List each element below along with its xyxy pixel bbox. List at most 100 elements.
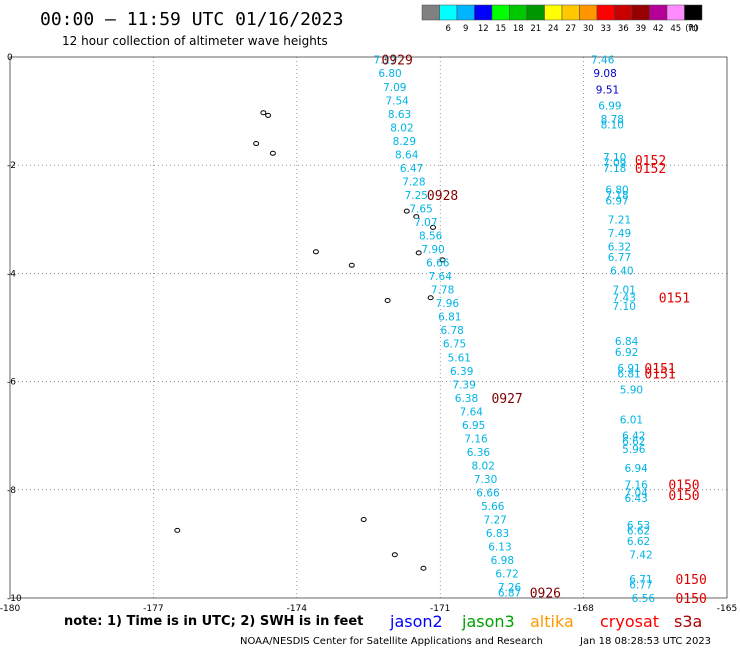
wave-height-label: 7.07 <box>414 217 437 229</box>
wave-height-label: 6.62 <box>627 536 650 548</box>
satellite-name: altika <box>530 612 574 631</box>
island-outline <box>413 214 420 220</box>
legend-swatch <box>491 4 510 21</box>
wave-height-label: 6.66 <box>426 258 450 270</box>
wave-height-label: 6.87 <box>498 588 521 600</box>
wave-height-label: 7.49 <box>608 228 631 240</box>
wave-height-label: 6.66 <box>476 488 500 500</box>
y-tick-label: -6 <box>7 378 16 388</box>
legend-swatch <box>421 4 440 21</box>
pass-time-label: 0928 <box>427 189 458 204</box>
legend-bin-label: 18 <box>513 24 524 34</box>
y-tick-label: -10 <box>7 594 22 604</box>
wave-height-label: 6.56 <box>632 593 656 605</box>
legend-swatch <box>666 4 685 21</box>
wave-height-label: 7.10 <box>603 152 626 164</box>
wave-height-label: 7.26 <box>498 582 522 594</box>
wave-height-label: 6.77 <box>608 252 631 264</box>
wave-height-label: 7.09 <box>603 157 626 169</box>
wave-height-label: 6.94 <box>624 463 648 475</box>
y-tick-labels: 0 -2 -4 -6 -8 -10 <box>7 53 22 604</box>
wave-height-label: 7.25 <box>405 190 428 202</box>
island-outline <box>391 552 398 558</box>
wave-height-label: 6.01 <box>620 414 643 426</box>
wave-height-label: 7.16 <box>624 479 648 491</box>
color-legend: 6 9 12 15 18 21 24 27 30 33 36 39 42 45 70(ft) <box>421 4 703 34</box>
wave-height-label: 8.78 <box>601 114 624 126</box>
wave-height-label: 6.47 <box>400 163 423 175</box>
legend-swatch <box>614 4 633 21</box>
wave-height-label: 8.63 <box>388 109 411 121</box>
legend-swatch <box>596 4 615 21</box>
legend-bin-label: 15 <box>495 24 506 34</box>
island-outline <box>415 250 422 256</box>
wave-height-label: 7.09 <box>383 82 406 94</box>
wave-height-label: 6.92 <box>615 347 638 359</box>
legend-unit: (ft) <box>685 24 698 34</box>
legend-bin-label: 27 <box>565 24 576 34</box>
legend-swatch <box>631 4 650 21</box>
wave-height-label: 5.61 <box>448 352 471 364</box>
legend-swatch <box>474 4 493 21</box>
island-outline <box>439 257 446 263</box>
legend-bin-label: 33 <box>600 24 611 34</box>
x-tick-label: -168 <box>573 604 594 614</box>
legend-bin-label: 30 <box>583 24 594 34</box>
island-outline <box>348 262 355 268</box>
wave-height-label: 7.43 <box>613 293 636 305</box>
wave-height-label: 6.99 <box>598 101 621 113</box>
pass-time-label: 0150 <box>675 573 706 588</box>
wave-height-label: 7.65 <box>409 203 432 215</box>
legend-bin-label: 21 <box>530 24 541 34</box>
wave-height-label: 8.64 <box>395 149 419 161</box>
pass-time-label: 0151 <box>644 362 675 377</box>
satellite-name: cryosat <box>600 612 659 631</box>
wave-height-label: 6.32 <box>608 241 631 253</box>
x-tick-label: -174 <box>287 604 308 614</box>
island-outline <box>420 565 427 571</box>
plot-frame <box>9 56 728 599</box>
legend-bin-label: 36 <box>618 24 629 34</box>
legend-bin-label: 42 <box>653 24 664 34</box>
wave-height-label: 7.46 <box>591 55 615 67</box>
wave-height-label: 6.80 <box>378 68 401 80</box>
wave-height-label: 7.01 <box>613 285 636 297</box>
wave-height-label: 7.30 <box>474 474 497 486</box>
plot-area: 7.176.807.097.548.638.028.298.646.477.28… <box>0 53 737 614</box>
legend-swatch <box>456 4 475 21</box>
x-tick-label: -165 <box>717 604 737 614</box>
island-outline <box>427 295 434 301</box>
legend-bin-label: 24 <box>548 24 559 34</box>
wave-height-label: 7.17 <box>374 55 397 67</box>
chart-subtitle: 12 hour collection of altimeter wave hei… <box>62 34 328 48</box>
wave-height-label: 5.66 <box>481 501 505 513</box>
satellite-name: jason2 <box>389 612 443 631</box>
legend-swatch <box>649 4 668 21</box>
island-outline <box>265 112 272 118</box>
wave-height-label: 7.10 <box>613 301 636 313</box>
wave-height-label: 6.78 <box>440 325 463 337</box>
wave-height-label: 7.42 <box>629 550 652 562</box>
grid-lines <box>10 57 727 598</box>
wave-height-label: 6.39 <box>450 366 473 378</box>
wave-height-label: 7.27 <box>483 515 506 527</box>
island-outline <box>430 224 437 230</box>
wave-height-label: 8.02 <box>390 122 413 134</box>
wave-height-label: 7.64 <box>429 271 453 283</box>
y-tick-label: -8 <box>7 486 16 496</box>
legend-bin-label: 6 <box>446 24 451 34</box>
island-outline <box>260 110 267 116</box>
wave-height-label: 7.96 <box>436 298 460 310</box>
wave-height-label: 6.13 <box>488 542 511 554</box>
satellite-name: s3a <box>674 612 702 631</box>
legend-swatch <box>509 4 528 21</box>
pass-time-label: 0152 <box>635 162 666 177</box>
y-tick-label: 0 <box>7 53 13 63</box>
legend-bin-label: 45 <box>670 24 681 34</box>
legend-swatch <box>439 4 458 21</box>
wave-height-label: 6.71 <box>629 574 652 586</box>
wave-height-label: 6.72 <box>495 569 518 581</box>
pass-time-label: 0151 <box>644 367 675 382</box>
island-outlines <box>174 110 446 571</box>
